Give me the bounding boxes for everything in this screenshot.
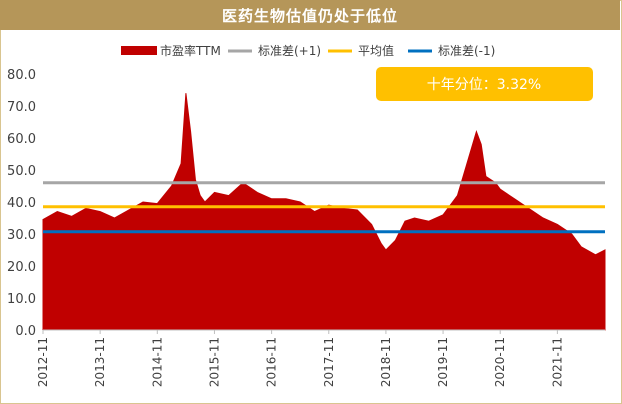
legend-label-std-plus: 标准差(+1) (258, 44, 321, 58)
x-tick-label: 2018-11 (379, 337, 393, 387)
legend-label-pe: 市盈率TTM (160, 43, 221, 58)
x-tick-label: 2019-11 (436, 337, 450, 387)
plot-area (42, 93, 606, 331)
x-tick-label: 2020-11 (493, 337, 507, 387)
y-tick-label: 50.0 (7, 164, 36, 179)
y-tick-label: 70.0 (7, 100, 36, 115)
y-tick-label: 40.0 (7, 196, 36, 211)
legend-label-std-minus: 标准差(-1) (438, 44, 495, 58)
callout-box (376, 67, 593, 101)
y-tick-label: 10.0 (7, 292, 36, 307)
chart-title: 医药生物估值仍处于低位 (221, 6, 398, 25)
x-tick-label: 2014-11 (150, 337, 164, 387)
y-tick-label: 80.0 (7, 68, 36, 83)
y-tick-label: 20.0 (7, 260, 36, 275)
legend-label-mean: 平均值 (358, 43, 394, 58)
callout-text: 十年分位：3.32% (427, 77, 541, 93)
y-tick-label: 60.0 (7, 132, 36, 147)
legend: 市盈率TTM 标准差(+1) 平均值 标准差(-1) (121, 43, 495, 58)
x-tick-label: 2013-11 (93, 337, 107, 387)
x-axis: 2012-11 2013-11 2014-11 2015-11 2016-11 2017-… (36, 330, 564, 387)
legend-swatch-pe (121, 46, 157, 55)
x-tick-label: 2017-11 (322, 337, 336, 387)
x-tick-label: 2021-11 (550, 337, 564, 387)
x-tick-label: 2015-11 (207, 337, 221, 387)
percentile-callout: 十年分位：3.32% (376, 67, 593, 101)
y-tick-label: 30.0 (7, 228, 36, 243)
y-axis: 0.0 10.0 20.0 30.0 40.0 50.0 60.0 70.0 80.0 (7, 68, 36, 339)
pe-ttm-area (42, 93, 606, 331)
y-tick-label: 0.0 (15, 324, 36, 339)
x-tick-label: 2012-11 (36, 337, 50, 387)
x-tick-label: 2016-11 (265, 337, 279, 387)
title-bar: 医药生物估值仍处于低位 (0, 0, 620, 30)
